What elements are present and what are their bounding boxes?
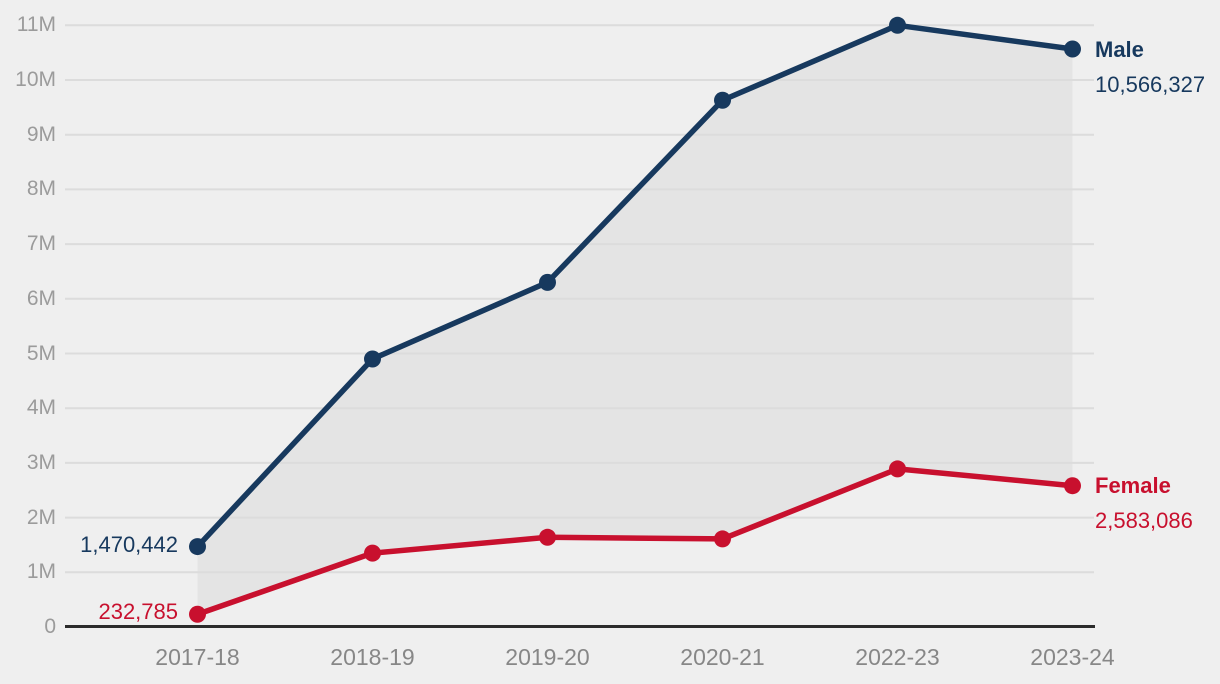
y-tick-label-1M: 1M [26,560,56,584]
female-point-2023-24 [1064,477,1081,495]
y-tick-label-8M: 8M [26,177,56,201]
series-label-male: Male [1095,37,1144,62]
female-point-2019-20 [539,528,556,546]
x-tick-label-2019-20: 2019-20 [505,644,590,670]
y-tick-label-5M: 5M [26,341,56,365]
y-tick-label-10M: 10M [15,68,56,91]
y-tick-label-11M: 11M [16,13,56,37]
y-tick-label-0: 0 [44,615,56,638]
male-point-2023-24 [1064,40,1081,58]
y-tick-label-2M: 2M [26,505,56,529]
male-point-2017-18 [189,538,206,556]
female-start-value-label: 232,785 [98,599,178,624]
y-tick-label-4M: 4M [26,396,56,420]
series-label-female: Female [1095,473,1171,498]
male-end-value-label: 10,566,327 [1095,72,1206,97]
female-point-2018-19 [364,544,381,562]
x-tick-label-2023-24: 2023-24 [1030,644,1115,670]
female-point-2020-21 [714,530,731,548]
female-end-value-label: 2,583,086 [1095,508,1193,533]
male-point-2019-20 [539,273,556,291]
male-line [194,22,1076,550]
male-point-2018-19 [364,350,381,368]
male-start-value-label: 1,470,442 [80,532,178,557]
y-tick-label-6M: 6M [26,286,56,310]
x-tick-label-2018-19: 2018-19 [330,644,415,670]
x-tick-label-2022-23: 2022-23 [855,644,940,670]
male-point-2020-21 [714,91,731,109]
y-tick-label-9M: 9M [26,122,56,146]
x-tick-label-2020-21: 2020-21 [680,644,765,670]
band-fill-between-series [197,25,1073,615]
y-tick-label-3M: 3M [26,450,56,474]
x-tick-label-2017-18: 2017-18 [155,644,240,670]
female-point-2017-18 [189,605,206,623]
female-line [194,466,1076,618]
female-point-2022-23 [889,460,906,478]
male-point-2022-23 [889,16,906,34]
y-tick-label-7M: 7M [26,232,56,256]
